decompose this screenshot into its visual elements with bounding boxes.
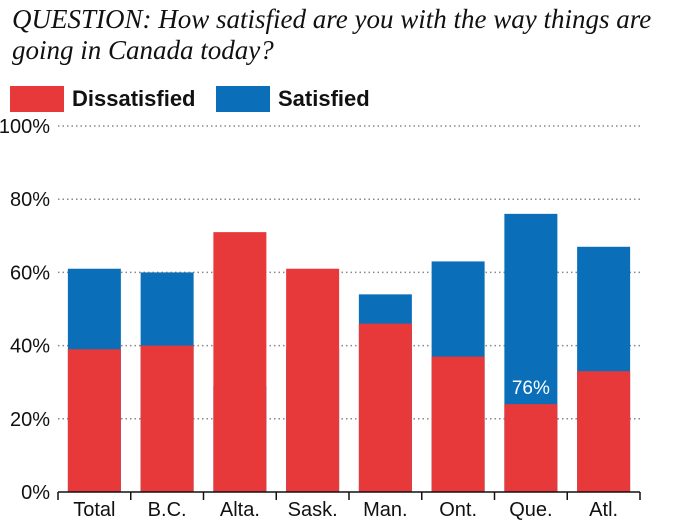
y-tick-label: 60% xyxy=(10,262,50,284)
category-label-8: Atl. xyxy=(589,499,618,521)
legend-label-dissatisfied: Dissatisfied xyxy=(72,86,196,111)
y-tick-label: 100% xyxy=(0,116,50,138)
value-label-dissatisfied-4: 61% xyxy=(294,166,332,187)
bar-segment-dissatisfied-1 xyxy=(67,349,121,492)
category-label-6: Ont. xyxy=(439,499,477,521)
category-label-2: B.C. xyxy=(148,499,187,521)
chart-title: QUESTION: How satisfied are you with the… xyxy=(12,4,652,65)
category-label-7: Que. xyxy=(509,499,552,521)
bar-segment-dissatisfied-3 xyxy=(213,232,267,492)
category-label-4: Sask. xyxy=(288,499,338,521)
value-label-dissatisfied-5: 46% xyxy=(366,166,404,187)
bar-segment-dissatisfied-7 xyxy=(504,404,558,492)
value-label-dissatisfied-8: 33% xyxy=(585,166,623,187)
value-label-dissatisfied-2: 40% xyxy=(148,166,186,187)
y-tick-label: 20% xyxy=(10,409,50,431)
y-tick-label: 40% xyxy=(10,336,50,358)
bar-segment-dissatisfied-2 xyxy=(140,345,194,492)
bar-segment-dissatisfied-6 xyxy=(431,356,485,492)
category-label-1: Total xyxy=(73,499,115,521)
y-tick-label: 80% xyxy=(10,189,50,211)
bar-segment-dissatisfied-5 xyxy=(358,323,412,492)
value-label-dissatisfied-3: 71% xyxy=(221,166,259,187)
legend-swatch-dissatisfied xyxy=(10,86,64,112)
value-label-dissatisfied-7: 24% xyxy=(512,166,550,187)
y-tick-label: 0% xyxy=(21,482,50,504)
value-label-dissatisfied-6: 37% xyxy=(439,166,477,187)
bar-segment-dissatisfied-8 xyxy=(577,371,631,492)
stacked-bar-chart: 61%39%Total60%40%B.C.29%71%Alta.39%61%Sa… xyxy=(0,116,641,521)
legend-label-satisfied: Satisfied xyxy=(278,86,370,111)
legend-swatch-satisfied xyxy=(216,86,270,112)
value-label-dissatisfied-1: 39% xyxy=(75,166,113,187)
category-label-5: Man. xyxy=(363,499,407,521)
category-label-3: Alta. xyxy=(220,499,260,521)
value-label-satisfied-7: 76% xyxy=(512,378,550,399)
bar-segment-dissatisfied-4 xyxy=(286,268,340,492)
